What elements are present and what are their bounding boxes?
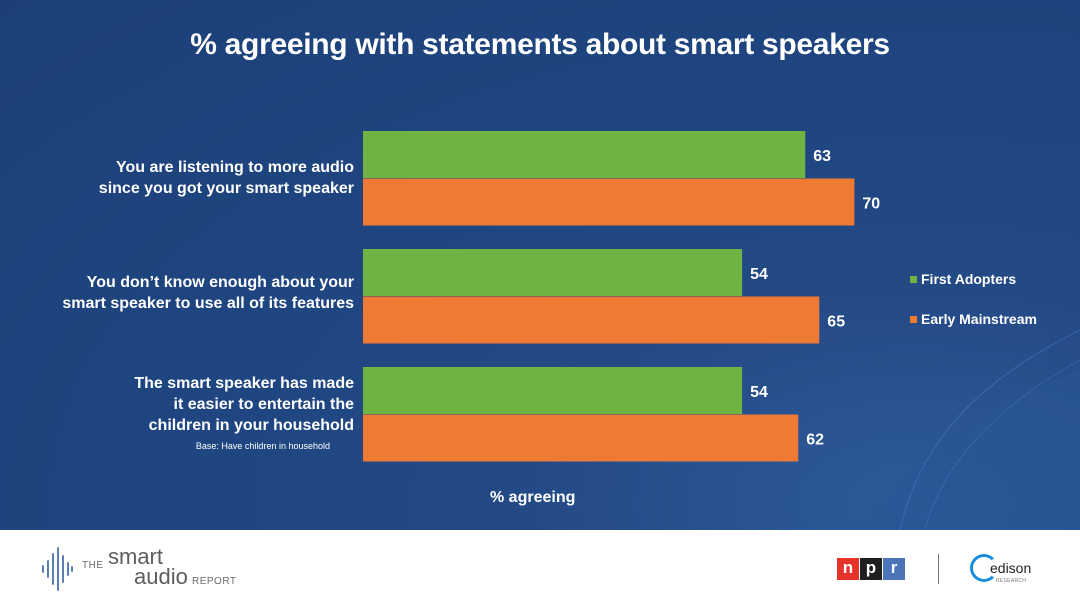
logo-smart: smart: [108, 544, 163, 569]
smart-audio-logo-text: THE smart audio REPORT: [82, 544, 242, 592]
edison-logo-subtext: RESEARCH: [996, 578, 1027, 584]
category-label-line: The smart speaker has made: [134, 375, 354, 392]
chart-legend: First Adopters Early Mainstream: [910, 270, 1037, 350]
legend-swatch-early-mainstream: [910, 315, 917, 323]
data-label-first-adopters-3: 54: [750, 384, 768, 401]
npr-letter-n: n: [837, 558, 859, 580]
category-label-features: You don’t know enough about your smart s…: [62, 272, 354, 314]
data-label-early-mainstream-3: 62: [806, 431, 824, 448]
npr-letter-r: r: [883, 558, 905, 580]
logo-report: REPORT: [192, 576, 237, 587]
category-label-line: smart speaker to use all of its features: [62, 295, 354, 312]
bar-early-mainstream-2: [363, 296, 820, 344]
bar-first-adopters-1: [363, 131, 806, 178]
base-note: Base: Have children in household: [195, 441, 330, 451]
legend-item-first-adopters: First Adopters: [910, 270, 1037, 288]
category-label-line: children in your household: [148, 417, 354, 434]
npr-logo: n p r: [837, 558, 906, 580]
bar-first-adopters-2: [363, 249, 743, 296]
footer-bar: THE smart audio REPORT n p r edison RESE…: [0, 530, 1080, 608]
bar-chart: 63 54 54 70 65 62: [363, 131, 880, 462]
logo-divider: [938, 554, 939, 584]
category-label-line: it easier to entertain the: [173, 396, 355, 413]
legend-swatch-first-adopters: [910, 275, 917, 283]
legend-item-early-mainstream: Early Mainstream: [910, 310, 1037, 328]
logo-audio: audio: [134, 564, 188, 589]
category-label-line: since you got your smart speaker: [98, 180, 354, 197]
data-label-early-mainstream-2: 65: [827, 313, 845, 330]
chart-slide: % agreeing with statements about smart s…: [0, 0, 1080, 530]
category-label-listening-more: You are listening to more audio since yo…: [99, 157, 354, 199]
category-label-line: You are listening to more audio: [116, 159, 354, 176]
bar-first-adopters-3: [363, 367, 743, 414]
bar-early-mainstream-1: [363, 178, 855, 226]
logo-the: THE: [82, 560, 104, 571]
background-swoosh: [860, 329, 1080, 530]
edison-logo-text: edison: [990, 560, 1032, 576]
x-axis-label: % agreeing: [490, 489, 576, 506]
edison-research-logo: edison RESEARCH: [970, 552, 1060, 592]
chart-title: % agreeing with statements about smart s…: [190, 28, 890, 61]
legend-label: First Adopters: [921, 271, 1017, 287]
data-label-early-mainstream-1: 70: [862, 195, 880, 212]
bar-early-mainstream-3: [363, 414, 799, 462]
smart-audio-report-logo: THE smart audio REPORT: [40, 544, 242, 592]
category-label-children: The smart speaker has made it easier to …: [134, 373, 354, 436]
edison-e-icon: [970, 554, 998, 582]
npr-letter-p: p: [860, 558, 882, 580]
category-label-line: You don’t know enough about your: [86, 274, 354, 291]
data-label-first-adopters-2: 54: [750, 266, 768, 283]
sound-wave-icon: [42, 547, 73, 591]
data-label-first-adopters-1: 63: [813, 148, 831, 165]
legend-label: Early Mainstream: [921, 311, 1037, 327]
